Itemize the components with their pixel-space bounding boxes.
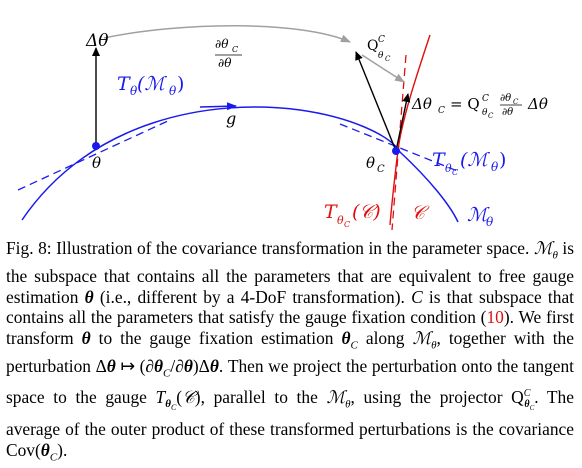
equation-ref-link[interactable]: 10 bbox=[486, 307, 504, 328]
thetac-label: θ C bbox=[366, 154, 385, 175]
gauge-curve bbox=[389, 34, 431, 226]
svg-text:∂θ: ∂θ bbox=[218, 56, 232, 70]
tangent-thetac-label: T θ C (ℳ θ ) bbox=[432, 149, 506, 177]
svg-text:C: C bbox=[513, 98, 519, 106]
svg-text:θ: θ bbox=[378, 51, 384, 61]
svg-text:): ) bbox=[177, 73, 184, 95]
svg-text:θ: θ bbox=[482, 108, 488, 118]
svg-text:C: C bbox=[344, 220, 350, 229]
svg-text:Δθ: Δθ bbox=[527, 95, 548, 113]
manifold-curve bbox=[21, 106, 459, 223]
svg-text:C: C bbox=[232, 45, 238, 54]
delta-theta-label: Δθ bbox=[85, 31, 109, 51]
svg-text:∂θ: ∂θ bbox=[502, 107, 513, 118]
svg-text:ℳ: ℳ bbox=[467, 204, 490, 226]
svg-text:θ: θ bbox=[486, 215, 494, 229]
svg-text:Q: Q bbox=[367, 38, 378, 54]
delta-thetac-equation: Δθ C = Q C θ C ∂θ C ∂θ Δθ bbox=[411, 93, 548, 120]
projection-arrow bbox=[361, 54, 405, 83]
svg-text:C: C bbox=[488, 112, 494, 120]
gauge-tangent-line bbox=[391, 54, 407, 231]
svg-text:C: C bbox=[482, 94, 489, 104]
svg-text:= Q: = Q bbox=[450, 95, 480, 113]
derivative-label: ∂θ C ∂θ bbox=[215, 37, 242, 70]
theta-label: θ bbox=[92, 154, 101, 172]
theta-point bbox=[92, 142, 100, 150]
svg-text:θ: θ bbox=[445, 162, 452, 175]
calM-label: ℳ θ bbox=[467, 204, 494, 229]
svg-text:θ: θ bbox=[130, 84, 138, 98]
gauge-tangent-label: T θ C (𝒞) bbox=[324, 201, 381, 229]
svg-text:T: T bbox=[432, 149, 446, 171]
svg-text:C: C bbox=[377, 164, 385, 175]
svg-text:∂θ: ∂θ bbox=[215, 37, 229, 51]
svg-text:Δθ: Δθ bbox=[411, 95, 432, 113]
svg-text:T: T bbox=[324, 201, 338, 223]
g-label: g bbox=[226, 109, 236, 128]
tangent-theta-label: T θ (ℳ θ ) bbox=[117, 73, 184, 98]
svg-text:C: C bbox=[438, 106, 445, 116]
tangent-line-thetac bbox=[339, 123, 461, 173]
transform-arc bbox=[103, 25, 351, 43]
svg-text:T: T bbox=[117, 73, 131, 95]
svg-text:C: C bbox=[452, 168, 458, 177]
thetac-point bbox=[392, 147, 400, 155]
svg-text:(ℳ: (ℳ bbox=[137, 73, 167, 95]
svg-text:θ: θ bbox=[491, 160, 499, 174]
g-arrow bbox=[199, 102, 237, 111]
tangent-line-theta bbox=[17, 119, 171, 191]
svg-text:C: C bbox=[385, 55, 391, 63]
covariance-transformation-figure: Δθ ∂θ C ∂θ T θ (ℳ θ ) g θ Q C θ C Δθ C =… bbox=[17, 25, 548, 231]
svg-text:(ℳ: (ℳ bbox=[460, 149, 490, 171]
svg-text:∂θ: ∂θ bbox=[500, 93, 511, 104]
svg-text:C: C bbox=[378, 35, 385, 45]
projected-perturbation-arrow bbox=[395, 93, 411, 152]
svg-text:θ: θ bbox=[337, 214, 344, 227]
figure-caption: Fig. 8: Illustration of the covariance t… bbox=[6, 238, 574, 464]
svg-text:θ: θ bbox=[169, 84, 177, 98]
calC-label: 𝒞 bbox=[411, 202, 430, 224]
projector-label: Q C θ C bbox=[367, 35, 391, 63]
transformed-perturbation-arrow bbox=[355, 51, 397, 152]
svg-text:): ) bbox=[499, 149, 506, 171]
svg-text:θ: θ bbox=[366, 154, 375, 172]
svg-text:(𝒞): (𝒞) bbox=[352, 201, 381, 223]
